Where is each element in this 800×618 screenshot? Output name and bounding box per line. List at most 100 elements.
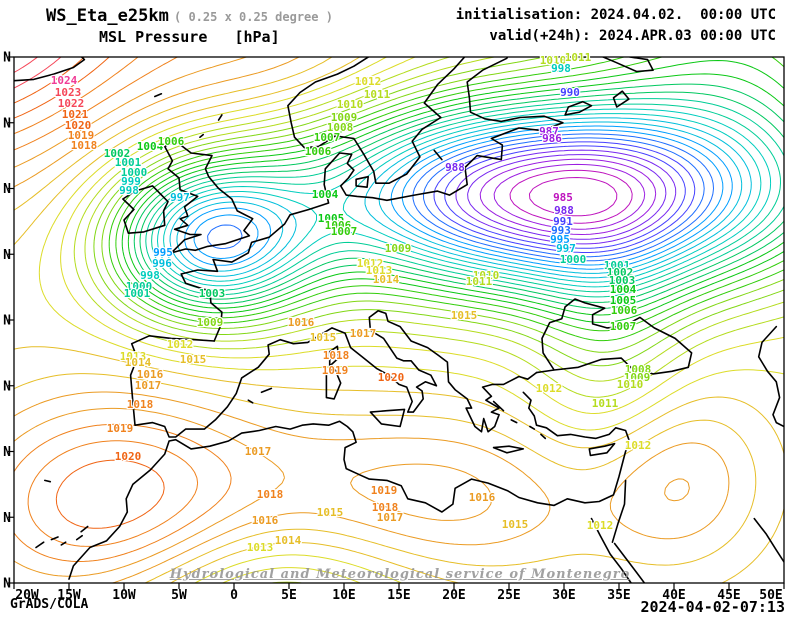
- coastline-orkney: [199, 133, 204, 138]
- coastline-caspian-west: [757, 325, 784, 428]
- coastline-canary-4: [75, 534, 83, 541]
- contour-label: 1005: [318, 212, 345, 225]
- contour-label: 1012: [167, 338, 194, 351]
- contour-label: 1017: [135, 379, 162, 392]
- coastline-red-sea-west: [590, 517, 632, 583]
- coastline-sardinia: [325, 369, 342, 400]
- coastline-great-britain: [163, 140, 254, 254]
- contour-label: 985: [553, 191, 573, 204]
- contour-label: 988: [445, 161, 465, 174]
- contour-label: 1014: [275, 534, 302, 547]
- coastline-canary-3: [60, 541, 67, 546]
- contour-label: 1002: [104, 147, 131, 160]
- coastline-w-europe-baltic: [180, 57, 564, 342]
- contour-label: 1006: [305, 145, 332, 158]
- contour-label: 1000: [560, 253, 587, 266]
- contour-label: 1020: [115, 450, 142, 463]
- contour-label: 1014: [373, 273, 400, 286]
- contour-label: 1001: [604, 259, 631, 272]
- contour-label: 1015: [180, 353, 207, 366]
- contour-label: 1016: [469, 491, 496, 504]
- contour-label: 1007: [314, 131, 341, 144]
- coastline-persian-gulf: [753, 517, 784, 563]
- x-tick-label: 40E: [662, 588, 685, 603]
- contour-label: 1019: [322, 364, 349, 377]
- coastline-aqaba-jordan: [611, 479, 627, 543]
- coastline-madeira: [44, 479, 52, 483]
- coastline-cyprus: [588, 442, 616, 457]
- contour-label: 998: [551, 62, 571, 75]
- contour-label: 1009: [331, 111, 358, 124]
- contour-label: 1006: [325, 219, 352, 232]
- y-tick-label: N: [3, 511, 11, 526]
- contour-label: 1000: [121, 166, 148, 179]
- contour-label: 1006: [611, 304, 638, 317]
- contour-label: 1023: [55, 86, 82, 99]
- contour-label: 1016: [288, 316, 315, 329]
- contour-label: 1003: [199, 287, 226, 300]
- coastlines: [14, 57, 784, 583]
- grads-credit: GrADS/COLA: [10, 597, 89, 612]
- contour-label: 1017: [245, 445, 272, 458]
- contour-label: 999: [121, 175, 141, 188]
- contour-label: 1015: [502, 518, 529, 531]
- contour-label: 1011: [592, 397, 619, 410]
- x-tick-label: 20E: [442, 588, 465, 603]
- contour-label: 1019: [371, 484, 398, 497]
- contour-label: 1013: [120, 350, 147, 363]
- coastline-red-sea-east: [613, 542, 646, 583]
- contour-label: 1022: [58, 97, 85, 110]
- coastline-sicily: [369, 408, 406, 428]
- contour-label: 1015: [310, 331, 337, 344]
- y-tick-label: N: [3, 577, 11, 592]
- contour-label: 1013: [366, 264, 393, 277]
- contour-label: 1010: [617, 378, 644, 391]
- contour-label: 1021: [62, 108, 89, 121]
- coastline-corsica: [328, 345, 340, 367]
- contour-labels: 1024102310221021102010191018100210041006…: [50, 50, 653, 555]
- contour-label: 997: [170, 191, 190, 204]
- coastline-iberia-mediterranean: [129, 310, 538, 438]
- coastline-euboea: [492, 400, 505, 412]
- x-tick-label: 25E: [497, 588, 520, 603]
- contour-label: 1011: [565, 51, 592, 64]
- x-tick-label: 45E: [717, 588, 740, 603]
- contour-label: 1020: [65, 119, 92, 132]
- contour-label: 998: [119, 184, 139, 197]
- contour-label: 1020: [378, 371, 405, 384]
- y-tick-label: N: [3, 379, 11, 394]
- contour-label: 988: [554, 204, 574, 217]
- contour-label: 993: [551, 224, 571, 237]
- coastline-aegean-2: [529, 425, 536, 430]
- coastline-aegean-1: [510, 419, 518, 424]
- coastline-ireland: [122, 185, 169, 234]
- coastline-lake-ladoga: [564, 100, 593, 116]
- contour-label: 1018: [257, 488, 284, 501]
- contour-label: 1002: [607, 266, 634, 279]
- coastline-lake-onega: [612, 90, 630, 108]
- contour-label: 998: [140, 269, 160, 282]
- init-label: initialisation:: [455, 7, 583, 23]
- coastline-crete: [492, 445, 525, 454]
- contour-label: 1007: [331, 225, 358, 238]
- x-tick-label: 15E: [387, 588, 410, 603]
- contour-label: 1015: [317, 506, 344, 519]
- coastline-scandinavia-west: [287, 57, 466, 184]
- watermark: Hydrological and Meteorological service …: [169, 567, 631, 582]
- model-title: WS_Eta_e25km: [46, 6, 169, 26]
- contour-label: 1007: [610, 320, 637, 333]
- coastline-anatolia-levant-africa: [68, 391, 630, 580]
- x-tick-label: 5W: [171, 588, 187, 603]
- contour-label: 1012: [587, 519, 614, 532]
- contour-label: 1016: [252, 514, 279, 527]
- coastline-rhodes: [540, 433, 547, 440]
- contour-label: 996: [152, 257, 172, 270]
- axis-ticks: [8, 56, 785, 589]
- y-tick-label: N: [3, 314, 11, 329]
- contour-label: 1019: [68, 129, 95, 142]
- contour-label: 1005: [610, 294, 637, 307]
- contour-label: 1012: [355, 75, 382, 88]
- contour-label: 1013: [247, 541, 274, 554]
- valid-label: valid(+24h):: [489, 28, 591, 44]
